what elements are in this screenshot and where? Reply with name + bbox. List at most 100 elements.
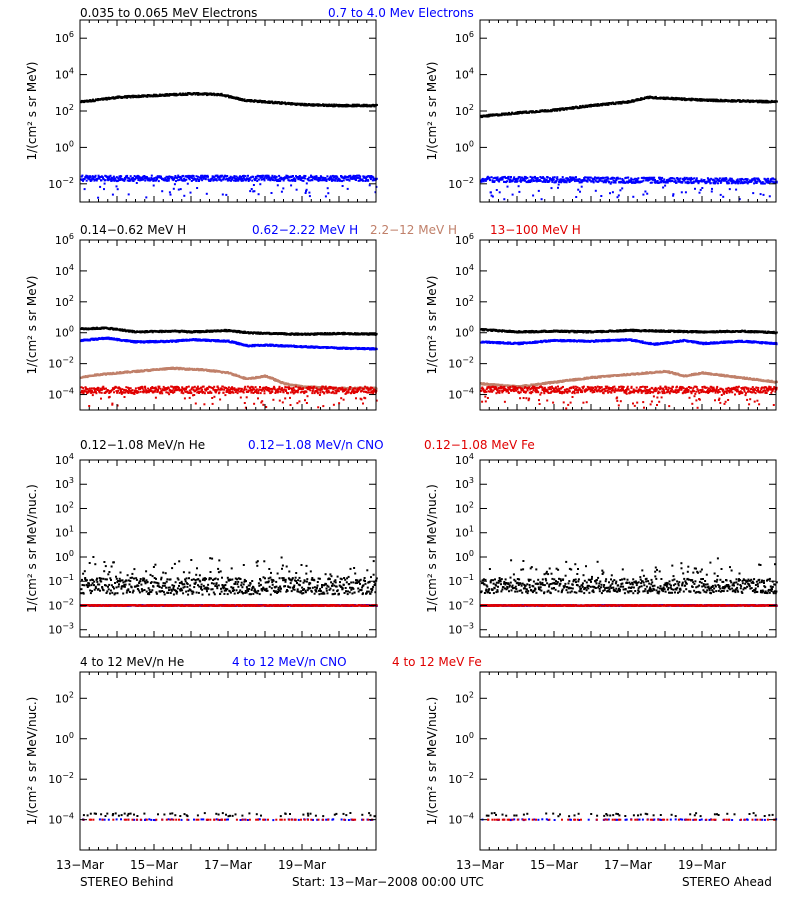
data-point	[601, 180, 604, 183]
data-point	[226, 175, 229, 177]
data-point	[292, 175, 294, 177]
data-point	[513, 178, 516, 180]
data-point	[252, 190, 255, 193]
data-point	[613, 177, 616, 180]
y-tick-label: 10−2	[48, 176, 74, 191]
data-point	[220, 92, 223, 95]
data-point	[369, 178, 372, 181]
data-point	[119, 328, 121, 331]
data-point	[767, 177, 769, 180]
data-point	[268, 376, 271, 379]
data-point	[560, 181, 563, 184]
data-point	[336, 333, 339, 336]
data-point	[358, 179, 361, 182]
data-point	[343, 104, 346, 106]
data-point	[670, 96, 673, 99]
data-point	[135, 182, 138, 184]
data-point	[304, 177, 306, 180]
data-point	[292, 179, 295, 182]
data-point	[240, 179, 243, 182]
data-point	[196, 187, 199, 189]
data-point	[108, 176, 111, 179]
data-point	[503, 180, 505, 183]
data-point	[699, 99, 702, 102]
data-point	[146, 95, 149, 98]
data-point	[154, 95, 157, 98]
data-point	[316, 103, 319, 106]
data-point	[517, 185, 520, 188]
data-point	[524, 179, 526, 182]
data-point	[756, 180, 759, 183]
data-point	[308, 176, 311, 179]
data-point	[634, 181, 637, 184]
data-point	[180, 176, 183, 179]
data-point	[622, 179, 625, 182]
data-point	[513, 176, 516, 179]
data-point	[273, 176, 276, 179]
data-point	[118, 175, 121, 178]
data-point	[140, 178, 143, 181]
data-point	[186, 182, 189, 185]
data-point	[310, 176, 313, 179]
data-point	[304, 175, 307, 177]
data-point	[592, 180, 595, 183]
data-point	[134, 340, 137, 343]
data-point	[683, 97, 686, 100]
data-point	[502, 112, 505, 115]
data-point	[155, 93, 157, 96]
data-point	[324, 178, 327, 181]
data-point	[83, 177, 86, 180]
data-point	[267, 174, 270, 177]
data-point	[188, 367, 191, 370]
data-point	[176, 176, 178, 179]
data-point	[503, 198, 506, 201]
data-point	[355, 179, 357, 181]
data-point	[536, 178, 539, 181]
data-point	[671, 180, 674, 182]
data-point	[327, 192, 330, 195]
data-point	[491, 180, 494, 183]
data-point	[596, 104, 599, 107]
data-point	[157, 180, 160, 183]
data-point	[712, 178, 714, 181]
data-point	[674, 180, 677, 183]
data-point	[507, 175, 510, 178]
data-point	[115, 176, 118, 179]
data-point	[517, 111, 520, 113]
data-point	[697, 182, 700, 185]
data-point	[730, 177, 733, 180]
data-point	[303, 174, 306, 177]
data-point	[92, 178, 95, 180]
data-point	[772, 177, 775, 180]
data-point	[364, 180, 367, 182]
data-point	[270, 192, 273, 194]
y-tick-label: 100	[55, 139, 74, 154]
data-point	[261, 176, 263, 179]
data-point	[718, 179, 721, 182]
data-point	[712, 182, 715, 185]
data-point	[577, 178, 580, 181]
data-point	[688, 177, 691, 180]
data-point	[540, 198, 543, 201]
data-point	[142, 178, 145, 181]
data-point	[240, 175, 243, 178]
data-point	[545, 178, 548, 181]
data-point	[317, 178, 320, 181]
data-point	[151, 177, 154, 180]
data-point	[309, 179, 312, 182]
data-point	[565, 177, 568, 180]
data-point	[248, 177, 251, 180]
data-point	[176, 179, 179, 182]
data-point	[708, 179, 711, 182]
data-point	[325, 178, 328, 181]
data-point	[762, 193, 765, 196]
data-point	[572, 176, 575, 179]
data-point	[736, 178, 739, 181]
data-point	[185, 178, 188, 181]
data-point	[205, 331, 208, 333]
data-point	[305, 188, 308, 191]
data-point	[719, 193, 722, 196]
data-point	[314, 177, 317, 179]
